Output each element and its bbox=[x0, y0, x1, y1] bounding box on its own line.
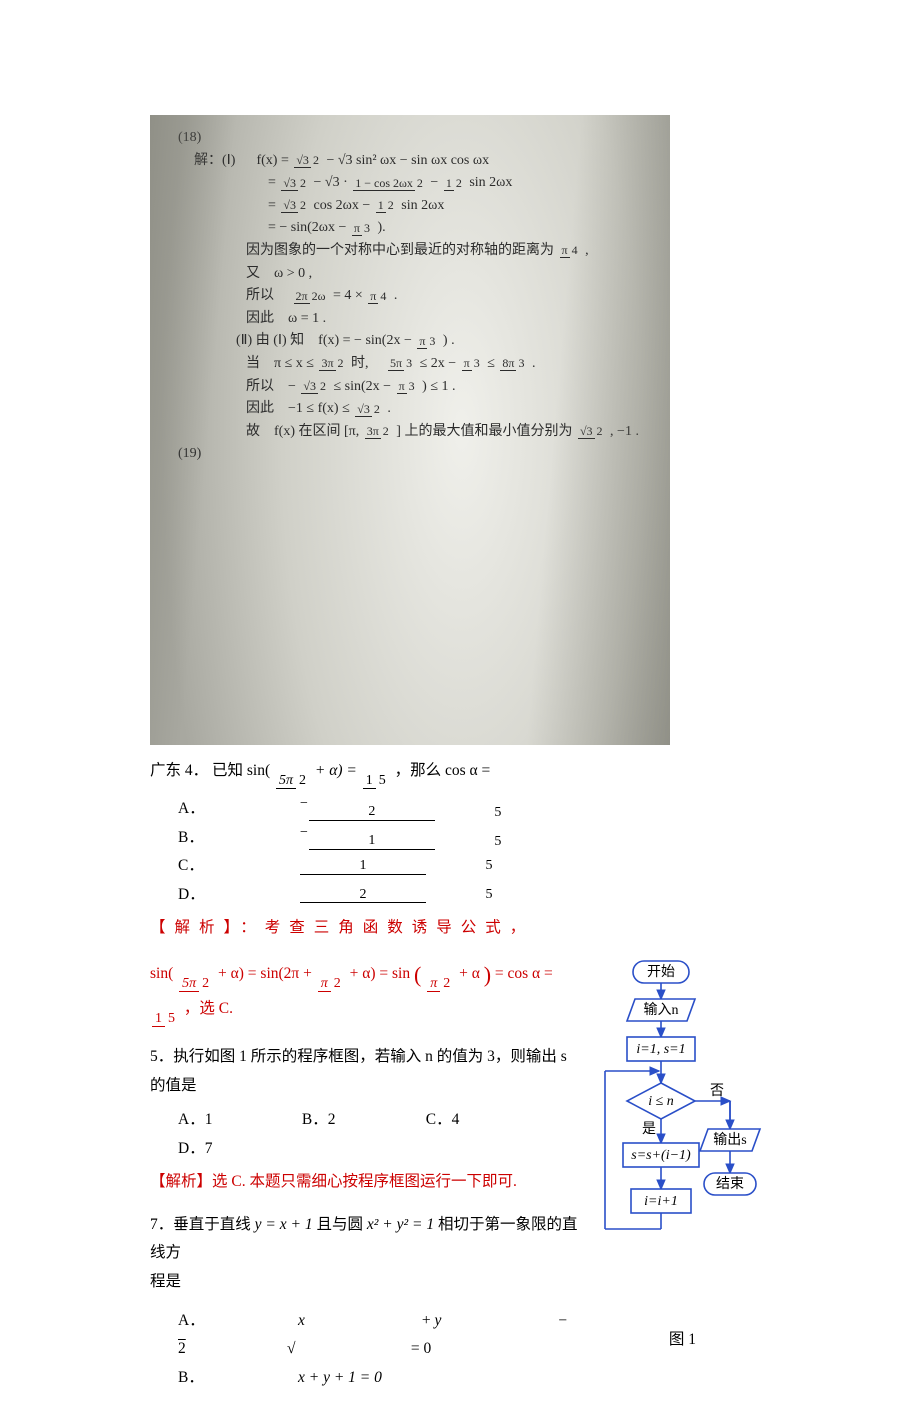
question-5: 5．执行如图 1 所示的程序框图，若输入 n 的值为 3，则输出 s 的值是 A… bbox=[150, 1043, 583, 1197]
svg-text:输出s: 输出s bbox=[713, 1132, 746, 1148]
q7-options: A．x + y − 2√ = 0 B．x + y + 1 = 0 bbox=[178, 1307, 583, 1393]
formula-line: = √32 − √3 · 1 − cos 2ωx2 − 12 sin 2ωx bbox=[268, 173, 660, 193]
svg-text:s=s+(i−1): s=s+(i−1) bbox=[631, 1148, 691, 1163]
photo-text: 当 π ≤ x ≤ 3π2 时, 5π3 ≤ 2x − π3 ≤ 8π3 . bbox=[246, 354, 660, 374]
flowchart-svg: 开始输入n i=1, s=1 i ≤ n 是 否 s=s+(i−1) i=i+1 输出s 结束 bbox=[595, 955, 770, 1320]
formula-text: f(x) = bbox=[256, 153, 288, 168]
svg-text:i=1, s=1: i=1, s=1 bbox=[636, 1042, 685, 1057]
q4-analysis-head: 【解析】：考查三角函数诱导公式， bbox=[150, 914, 770, 943]
svg-text:i=i+1: i=i+1 bbox=[644, 1194, 678, 1209]
q5-analysis: 【解析】选 C. 本题只需细心按程序框图运行一下即可. bbox=[150, 1168, 583, 1197]
photo-next-qnum: (19) bbox=[178, 444, 660, 464]
q4-analysis-body: sin( 5π2 + α) = sin(2π + π2 + α) = sin (… bbox=[150, 955, 583, 1027]
photo-text: 又 ω > 0 , bbox=[246, 264, 660, 284]
svg-text:输入n: 输入n bbox=[644, 1002, 679, 1018]
photo-text: 因此 ω = 1 . bbox=[246, 309, 660, 329]
q4-stem: 已知 sin( bbox=[212, 762, 270, 779]
photo-qnum: (18) bbox=[178, 128, 660, 148]
svg-text:是: 是 bbox=[642, 1122, 656, 1137]
formula-line: = √32 cos 2ωx − 12 sin 2ωx bbox=[268, 196, 660, 216]
q5-stem: 5．执行如图 1 所示的程序框图，若输入 n 的值为 3，则输出 s 的值是 bbox=[150, 1043, 583, 1100]
photo-text: 因为图象的一个对称中心到最近的对称轴的距离为 π4 , bbox=[246, 241, 660, 261]
solution-photo: (18) 解：(Ⅰ) f(x) = √32 − √3 sin² ωx − sin… bbox=[150, 115, 920, 745]
svg-text:i ≤ n: i ≤ n bbox=[648, 1094, 674, 1109]
svg-text:否: 否 bbox=[710, 1084, 724, 1099]
svg-text:结束: 结束 bbox=[716, 1176, 744, 1192]
photo-text: 所以 2π2ω = 4 × π4 . bbox=[246, 286, 660, 306]
question-4: 广东 4． 已知 sin( 5π2 + α) = 15 ，那么 cos α = … bbox=[150, 757, 770, 943]
q5-options: A．1 B．2 C．4 D．7 bbox=[178, 1106, 583, 1164]
formula-line: = − sin(2ωx − π3 ). bbox=[268, 218, 660, 238]
photo-text: 因此 −1 ≤ f(x) ≤ √32 . bbox=[246, 399, 660, 419]
formula-text: − √3 sin² ωx − sin ωx cos ωx bbox=[326, 153, 489, 168]
photo-part1: 解：(Ⅰ) bbox=[194, 153, 235, 168]
q4-options: A．25 B．15 C．15 D．25 bbox=[178, 795, 770, 910]
figure-caption: 图 1 bbox=[595, 1326, 770, 1355]
photo-part2: (Ⅱ) 由 (Ⅰ) 知 f(x) = − sin(2x − π3 ) . bbox=[236, 331, 660, 351]
flowchart-figure: 开始输入ni=1, s=1i ≤ n是否s=s+(i−1)i=i+1输出s结束 … bbox=[595, 955, 770, 1355]
svg-text:开始: 开始 bbox=[647, 964, 675, 980]
photo-text: 所以 − √32 ≤ sin(2x − π3 ) ≤ 1 . bbox=[246, 377, 660, 397]
photo-text: 故 f(x) 在区间 [π, 3π2 ] 上的最大值和最小值分别为 √32 , … bbox=[246, 422, 660, 442]
q4-prefix: 广东 4． bbox=[150, 762, 208, 779]
